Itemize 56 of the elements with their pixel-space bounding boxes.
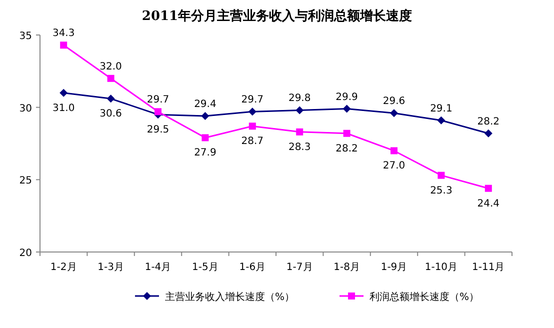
point xyxy=(248,122,256,130)
x-tick-label: 1-4月 xyxy=(144,262,172,273)
data-label: 27.9 xyxy=(194,148,216,159)
point xyxy=(390,147,398,154)
data-label: 28.3 xyxy=(288,142,311,153)
x-tick-label: 1-5月 xyxy=(192,262,218,273)
data-label: 25.3 xyxy=(430,185,452,196)
y-tick-label: 20 xyxy=(19,248,32,259)
data-label: 28.2 xyxy=(477,116,500,128)
data-label: 31.0 xyxy=(52,102,75,114)
data-label: 32.0 xyxy=(100,61,122,72)
x-tick-label: 1-6月 xyxy=(239,262,266,273)
data-label: 29.1 xyxy=(430,103,452,114)
point xyxy=(296,106,304,114)
point xyxy=(390,109,398,118)
point xyxy=(484,129,492,138)
x-tick-label: 1-8月 xyxy=(334,262,360,273)
x-tick-label: 1-2月 xyxy=(50,262,77,273)
y-tick-label: 25 xyxy=(19,176,32,187)
x-tick-label: 1-11月 xyxy=(472,262,505,273)
point xyxy=(106,94,115,103)
data-label: 28.2 xyxy=(336,143,358,154)
chart-title: 2011年分月主营业务收入与利润总额增长速度 xyxy=(142,8,412,24)
point xyxy=(438,172,445,179)
point xyxy=(107,74,114,82)
legend-label: 利润总额增长速度（%） xyxy=(370,291,480,303)
point xyxy=(484,184,492,192)
data-label: 29.5 xyxy=(146,124,170,136)
x-tick-label: 1-3月 xyxy=(98,262,124,273)
x-tick-label: 1-7月 xyxy=(286,262,313,273)
data-label: 28.7 xyxy=(241,136,264,148)
y-tick-label: 30 xyxy=(19,103,32,114)
point xyxy=(296,128,304,136)
x-tick-label: 1-10月 xyxy=(424,262,458,273)
legend-label: 主营业务收入增长速度（%） xyxy=(165,291,295,303)
point xyxy=(60,42,68,49)
data-label: 30.6 xyxy=(100,108,122,120)
point xyxy=(201,112,210,120)
point xyxy=(342,104,351,113)
data-label: 29.9 xyxy=(336,92,358,103)
data-label: 24.4 xyxy=(477,198,500,210)
data-label: 34.3 xyxy=(52,28,75,40)
point xyxy=(437,116,446,124)
data-label: 29.6 xyxy=(382,96,406,108)
point xyxy=(202,134,209,142)
point xyxy=(154,108,162,116)
x-tick-label: 1-9月 xyxy=(380,262,408,273)
data-label: 29.7 xyxy=(146,94,170,106)
data-label: 27.0 xyxy=(382,160,406,172)
point xyxy=(248,108,256,116)
point xyxy=(343,130,350,137)
data-label: 29.8 xyxy=(288,93,311,104)
y-tick-label: 35 xyxy=(19,31,32,42)
point xyxy=(60,88,68,97)
data-label: 29.7 xyxy=(241,94,264,106)
data-label: 29.4 xyxy=(194,99,216,110)
